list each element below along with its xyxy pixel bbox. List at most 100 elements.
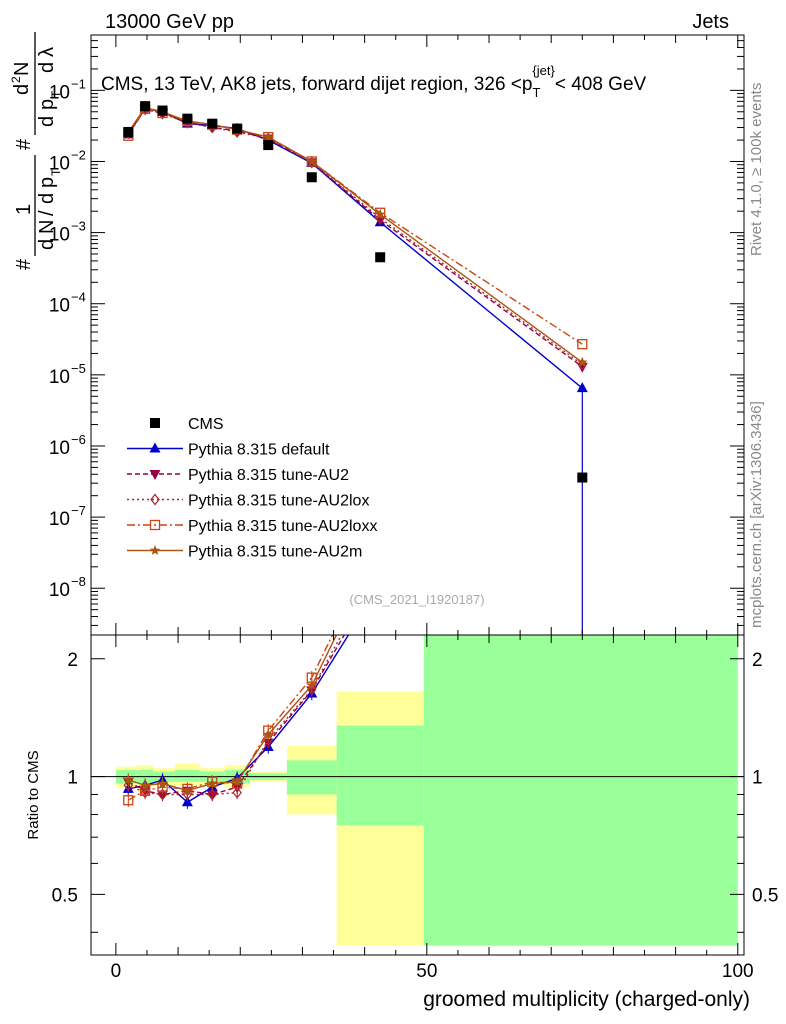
main-y-tick-exp: −3 bbox=[71, 219, 86, 234]
main-y-tick-exp: −5 bbox=[71, 361, 86, 376]
legend-label-3: Pythia 8.315 tune-AU2loxx bbox=[188, 518, 377, 535]
main-y-tick-label: 10 bbox=[49, 438, 70, 459]
legend-label-0: Pythia 8.315 default bbox=[188, 442, 330, 459]
data-point-7 bbox=[306, 172, 317, 183]
main-y-tick-label: 10 bbox=[49, 153, 70, 174]
legend-label-1: Pythia 8.315 tune-AU2 bbox=[188, 467, 349, 484]
ylabel-hash2: # bbox=[13, 138, 35, 150]
title-main: CMS, 13 TeV, AK8 jets, forward dijet reg… bbox=[101, 74, 532, 95]
series-line-4 bbox=[127, 106, 583, 363]
data-point-3 bbox=[182, 113, 193, 124]
band-stat-8 bbox=[336, 725, 424, 826]
band-stat-9 bbox=[423, 635, 738, 946]
band-stat-3 bbox=[174, 769, 200, 782]
main-y-tick-label: 10 bbox=[49, 296, 70, 317]
ylabel-slash: / bbox=[36, 210, 58, 216]
main-y-tick-exp: −7 bbox=[71, 503, 86, 518]
ratio-line-1 bbox=[127, 635, 346, 796]
ylabel-n: N bbox=[36, 220, 58, 234]
ylabel-pt: p bbox=[36, 177, 58, 188]
main-y-tick-label: 10 bbox=[49, 509, 70, 530]
data-point-9 bbox=[577, 472, 588, 483]
main-y-tick-exp: −8 bbox=[71, 574, 86, 589]
ratio-point-4-2 bbox=[157, 778, 168, 788]
series-point-4-8 bbox=[375, 208, 386, 219]
series-point-0-9 bbox=[576, 382, 588, 393]
series-point-3-9 bbox=[577, 339, 588, 350]
ratio-line-4 bbox=[128, 635, 338, 792]
x-tick-label: 0 bbox=[111, 961, 122, 982]
ratio-y-tick-label-right: 0.5 bbox=[752, 885, 778, 906]
ratio-point-2-1 bbox=[140, 786, 150, 799]
main-y-tick-exp: −6 bbox=[71, 432, 86, 447]
ratio-point-4-4 bbox=[207, 778, 218, 788]
ratio-y-tick-label-right: 2 bbox=[752, 650, 763, 671]
ratio-point-4-5 bbox=[231, 776, 243, 787]
main-panel-series bbox=[122, 101, 588, 635]
series-point-4-9 bbox=[577, 356, 588, 367]
ratio-frame bbox=[90, 634, 745, 956]
chart-title: CMS, 13 TeV, AK8 jets, forward dijet reg… bbox=[101, 63, 647, 100]
ratio-point-4-1 bbox=[139, 779, 151, 790]
ratio-point-0-3 bbox=[181, 796, 193, 807]
ylabel-d2: d bbox=[36, 193, 58, 204]
main-y-tick-label: 10 bbox=[49, 367, 70, 388]
ratio-point-2-4 bbox=[207, 788, 218, 801]
data-point-6 bbox=[263, 140, 274, 151]
x-tick-label: 100 bbox=[722, 961, 754, 982]
data-point-5 bbox=[232, 123, 243, 134]
data-point-4 bbox=[207, 118, 218, 129]
legend: CMS Pythia 8.315 default Pythia 8.315 tune… bbox=[127, 416, 377, 561]
main-y-tick-exp: −2 bbox=[71, 147, 86, 162]
legend-marker-0 bbox=[149, 442, 161, 453]
legend-label-2: Pythia 8.315 tune-AU2lox bbox=[188, 493, 369, 510]
ratio-point-4-6 bbox=[263, 729, 274, 740]
ratio-point-4-3 bbox=[182, 785, 193, 796]
rivet-version-label: Rivet 4.1.0, ≥ 100k events bbox=[748, 83, 765, 256]
legend-marker-3 bbox=[149, 519, 161, 531]
main-y-tick-label: 10 bbox=[49, 580, 70, 601]
ratio-y-tick-label-left: 1 bbox=[67, 768, 78, 789]
ratio-point-4-7 bbox=[306, 679, 317, 690]
ylabel-psub-bottom: T bbox=[49, 90, 63, 98]
legend-marker-4 bbox=[149, 545, 161, 555]
title-sub: T bbox=[532, 85, 540, 100]
ylabel-d-bottom: d bbox=[36, 116, 58, 127]
x-tick-label: 50 bbox=[416, 961, 437, 982]
ylabel-p-bottom: p bbox=[36, 99, 58, 110]
ratio-point-2-5 bbox=[232, 786, 242, 799]
main-y-tick-exp: −4 bbox=[71, 290, 86, 305]
title-end: < 408 GeV bbox=[555, 74, 647, 95]
title-sup: {jet} bbox=[532, 63, 555, 78]
ratio-y-tick-label-left: 2 bbox=[67, 650, 78, 671]
ratio-point-3-0 bbox=[123, 795, 134, 806]
series-line-1 bbox=[127, 108, 583, 368]
data-point-1 bbox=[140, 101, 151, 112]
ratio-y-tick-label-left: 0.5 bbox=[52, 885, 78, 906]
ratio-y-tick-label-right: 1 bbox=[752, 768, 763, 789]
ylabel-d-top: d bbox=[11, 84, 33, 95]
x-axis-label: groomed multiplicity (charged-only) bbox=[423, 988, 750, 1011]
main-y-tick-label: 10 bbox=[49, 225, 70, 246]
legend-marker-data bbox=[150, 418, 160, 428]
main-y-tick-exp: −1 bbox=[71, 76, 86, 91]
ylabel-n-top: N bbox=[11, 62, 33, 76]
main-y-tick-label: 10 bbox=[49, 82, 70, 103]
analysis-tag: (CMS_2021_I1920187) bbox=[349, 592, 484, 607]
legend-marker-2 bbox=[150, 493, 160, 506]
ylabel-d3: d bbox=[36, 62, 58, 73]
ratio-y-axis-label: Ratio to CMS bbox=[25, 750, 42, 839]
ylabel-ptsub: T bbox=[49, 168, 63, 176]
band-stat-7 bbox=[286, 760, 337, 795]
legend-label-4: Pythia 8.315 tune-AU2m bbox=[188, 544, 362, 561]
data-point-2 bbox=[157, 105, 168, 116]
series-point-2-9 bbox=[577, 358, 588, 371]
series-point-4-7 bbox=[306, 156, 317, 166]
ratio-point-4-0 bbox=[123, 774, 134, 785]
header-left: 13000 GeV pp bbox=[105, 11, 234, 33]
ratio-panel-series bbox=[91, 635, 744, 809]
series-line-2 bbox=[127, 108, 583, 366]
ylabel-one: 1 bbox=[13, 204, 35, 215]
